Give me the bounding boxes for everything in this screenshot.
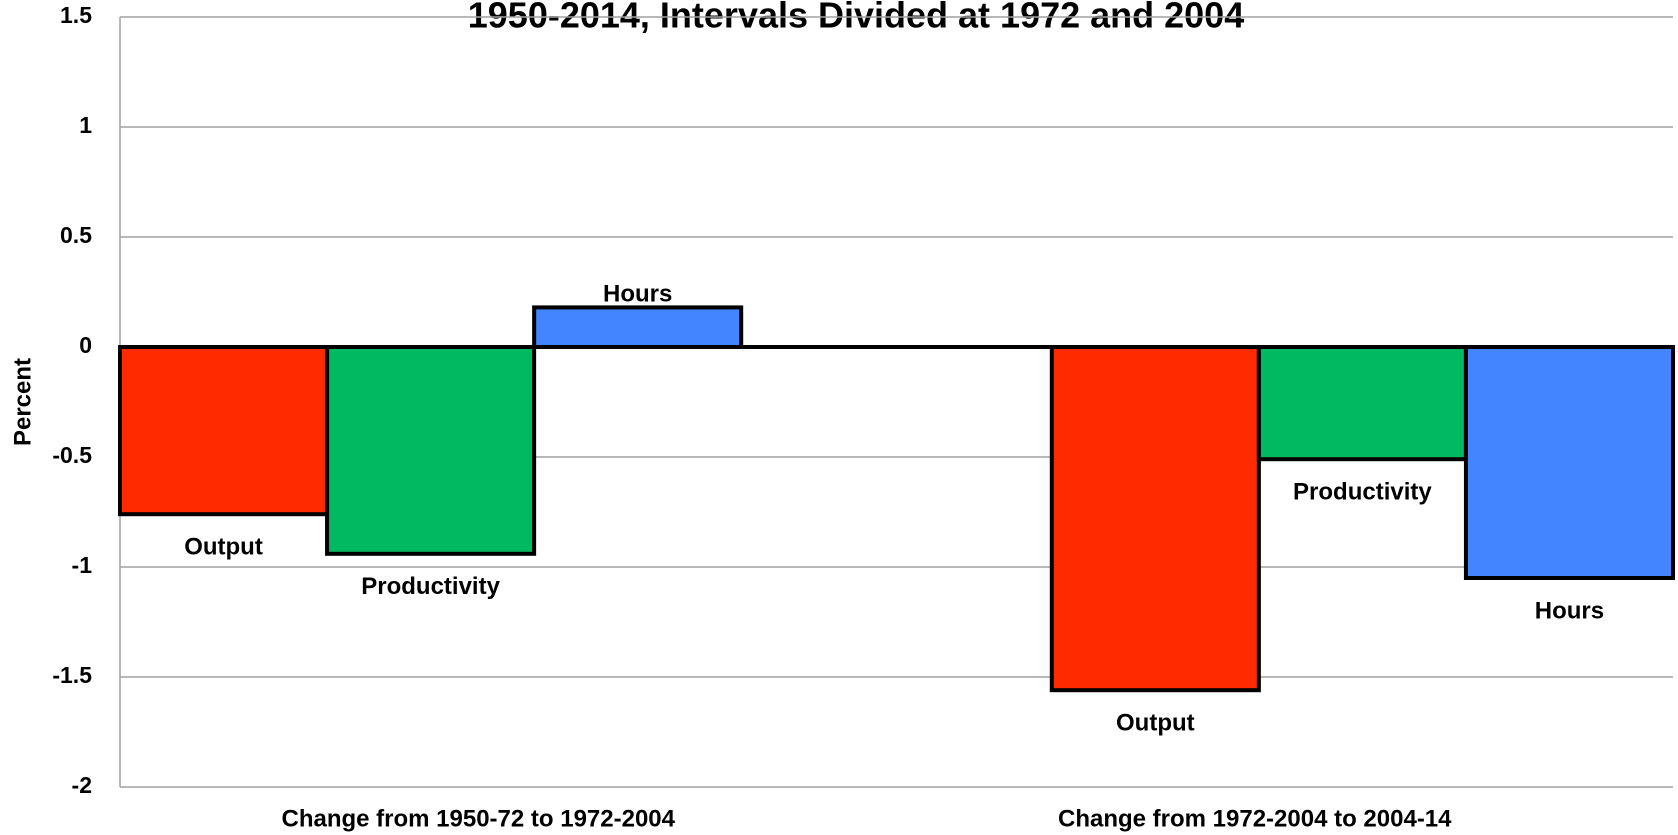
bar xyxy=(325,345,537,556)
y-tick-label: -1.5 xyxy=(52,662,92,688)
y-tick-label: 0 xyxy=(79,332,92,358)
y-tick-label: -2 xyxy=(72,772,92,798)
x-tick-label: Change from 1950-72 to 1972-2004 xyxy=(281,805,675,832)
data-label: Hours xyxy=(603,281,672,308)
data-label: Hours xyxy=(1535,597,1604,624)
y-tick-label: -0.5 xyxy=(52,442,92,468)
y-tick-label: 1 xyxy=(79,112,92,138)
data-label: Productivity xyxy=(361,573,500,600)
data-label: Output xyxy=(184,534,263,561)
bar xyxy=(118,345,330,517)
x-tick-label: Change from 1972-2004 to 2004-14 xyxy=(1058,805,1452,832)
data-label: Productivity xyxy=(1293,479,1432,506)
bar xyxy=(1463,345,1676,580)
y-tick-label: -1 xyxy=(72,552,93,578)
y-tick-label: 1.5 xyxy=(60,2,92,28)
y-tick-label: 0.5 xyxy=(60,222,92,248)
bar xyxy=(1049,345,1261,693)
bar xyxy=(1256,345,1468,462)
data-label: Output xyxy=(1116,710,1195,737)
bar xyxy=(532,305,744,349)
y-axis-label: Percent xyxy=(9,358,36,446)
chart-title: 1950-2014, Intervals Divided at 1972 and… xyxy=(468,0,1244,36)
